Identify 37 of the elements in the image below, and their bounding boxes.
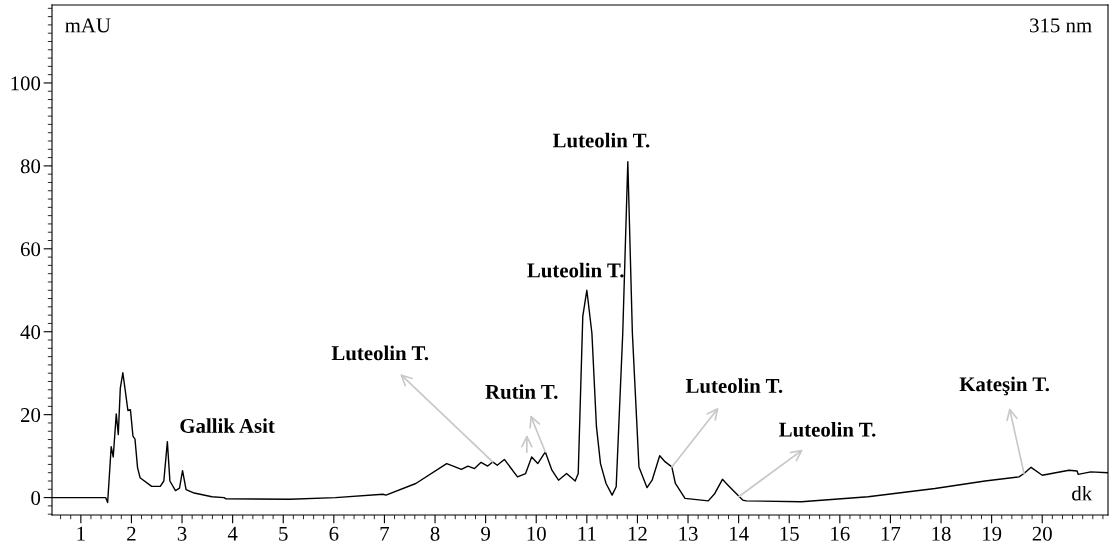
annotation: Gallik Asit bbox=[180, 418, 275, 433]
x-tick-label: 4 bbox=[227, 526, 238, 541]
x-tick-label: 18 bbox=[932, 526, 951, 541]
x-tick-label: 17 bbox=[881, 526, 901, 541]
x-tick-label: 11 bbox=[578, 526, 596, 541]
x-tick-label: 5 bbox=[279, 526, 288, 541]
x-tick-label: 6 bbox=[329, 526, 339, 541]
x-tick-label: 13 bbox=[679, 526, 698, 541]
annotation: Luteolin T. bbox=[527, 262, 624, 278]
annotation: Kateşin T. bbox=[959, 376, 1049, 396]
x-tick-label: 8 bbox=[430, 526, 440, 541]
annotation: Luteolin T. bbox=[779, 422, 876, 437]
x-tick-label: 9 bbox=[481, 526, 490, 541]
x-tick-label: 7 bbox=[380, 526, 390, 541]
x-tick-label: 19 bbox=[983, 526, 1002, 541]
y-tick-label: 100 bbox=[11, 76, 41, 91]
annotation: Rutin T. bbox=[485, 384, 558, 399]
x-tick-label: 2 bbox=[127, 526, 136, 541]
x-tick-label: 14 bbox=[730, 526, 749, 541]
y-tick-label: 80 bbox=[20, 159, 41, 174]
x-tick-label: 1 bbox=[77, 526, 85, 541]
y-axis-title: mAU bbox=[65, 18, 111, 33]
x-tick-label: 10 bbox=[527, 526, 546, 541]
y-tick-label: 20 bbox=[20, 408, 41, 423]
annotation: Luteolin T. bbox=[685, 378, 783, 394]
annotation: Luteolin T. bbox=[331, 345, 429, 361]
x-tick-label: 12 bbox=[628, 526, 647, 541]
y-tick-label: 0 bbox=[31, 490, 41, 506]
x-axis-title: dk bbox=[1072, 485, 1093, 501]
annotation: 315 nm bbox=[1030, 18, 1092, 33]
y-tick-label: 40 bbox=[20, 325, 41, 340]
annotation: Luteolin T. bbox=[552, 132, 650, 148]
x-tick-label: 3 bbox=[177, 526, 187, 541]
y-tick-label: 60 bbox=[20, 242, 41, 257]
x-tick-label: 16 bbox=[831, 526, 850, 541]
x-tick-label: 15 bbox=[780, 526, 799, 541]
x-tick-label: 20 bbox=[1032, 526, 1052, 541]
